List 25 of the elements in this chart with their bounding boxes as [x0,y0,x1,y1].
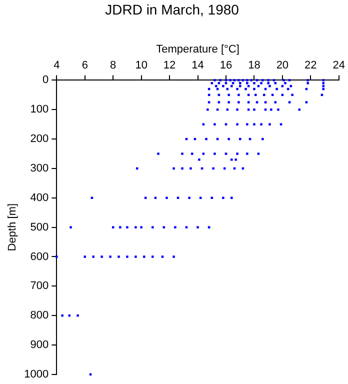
y-tick-label: 600 [30,250,49,263]
x-tick-label: 22 [304,60,317,72]
x-tick-label: 10 [135,60,148,72]
chart-title: JDRD in March, 1980 [105,1,240,18]
x-tick-label: 24 [332,60,346,72]
y-axis-title: Depth [m] [6,203,19,252]
x-tick-label: 4 [54,60,60,72]
x-tick-label: 18 [248,60,260,72]
x-axis-title: Temperature [°C] [156,43,240,56]
x-tick-label: 14 [192,60,204,72]
y-tick-label: 200 [30,133,49,146]
y-tick-label: 400 [30,192,49,204]
y-tick-label: 500 [30,221,49,234]
y-tick-label: 300 [30,162,49,174]
x-tick-label: 6 [82,60,88,72]
y-tick-label: 700 [30,280,49,292]
y-tick-label: 1000 [24,368,49,380]
x-tick-label: 8 [110,60,116,72]
x-tick-label: 16 [220,60,232,72]
x-tick-label: 12 [163,60,176,72]
y-tick-label: 800 [30,310,49,322]
y-tick-label: 100 [30,104,49,116]
x-tick-label: 20 [276,60,289,72]
y-tick-label: 0 [42,74,49,86]
y-tick-label: 900 [30,339,49,352]
